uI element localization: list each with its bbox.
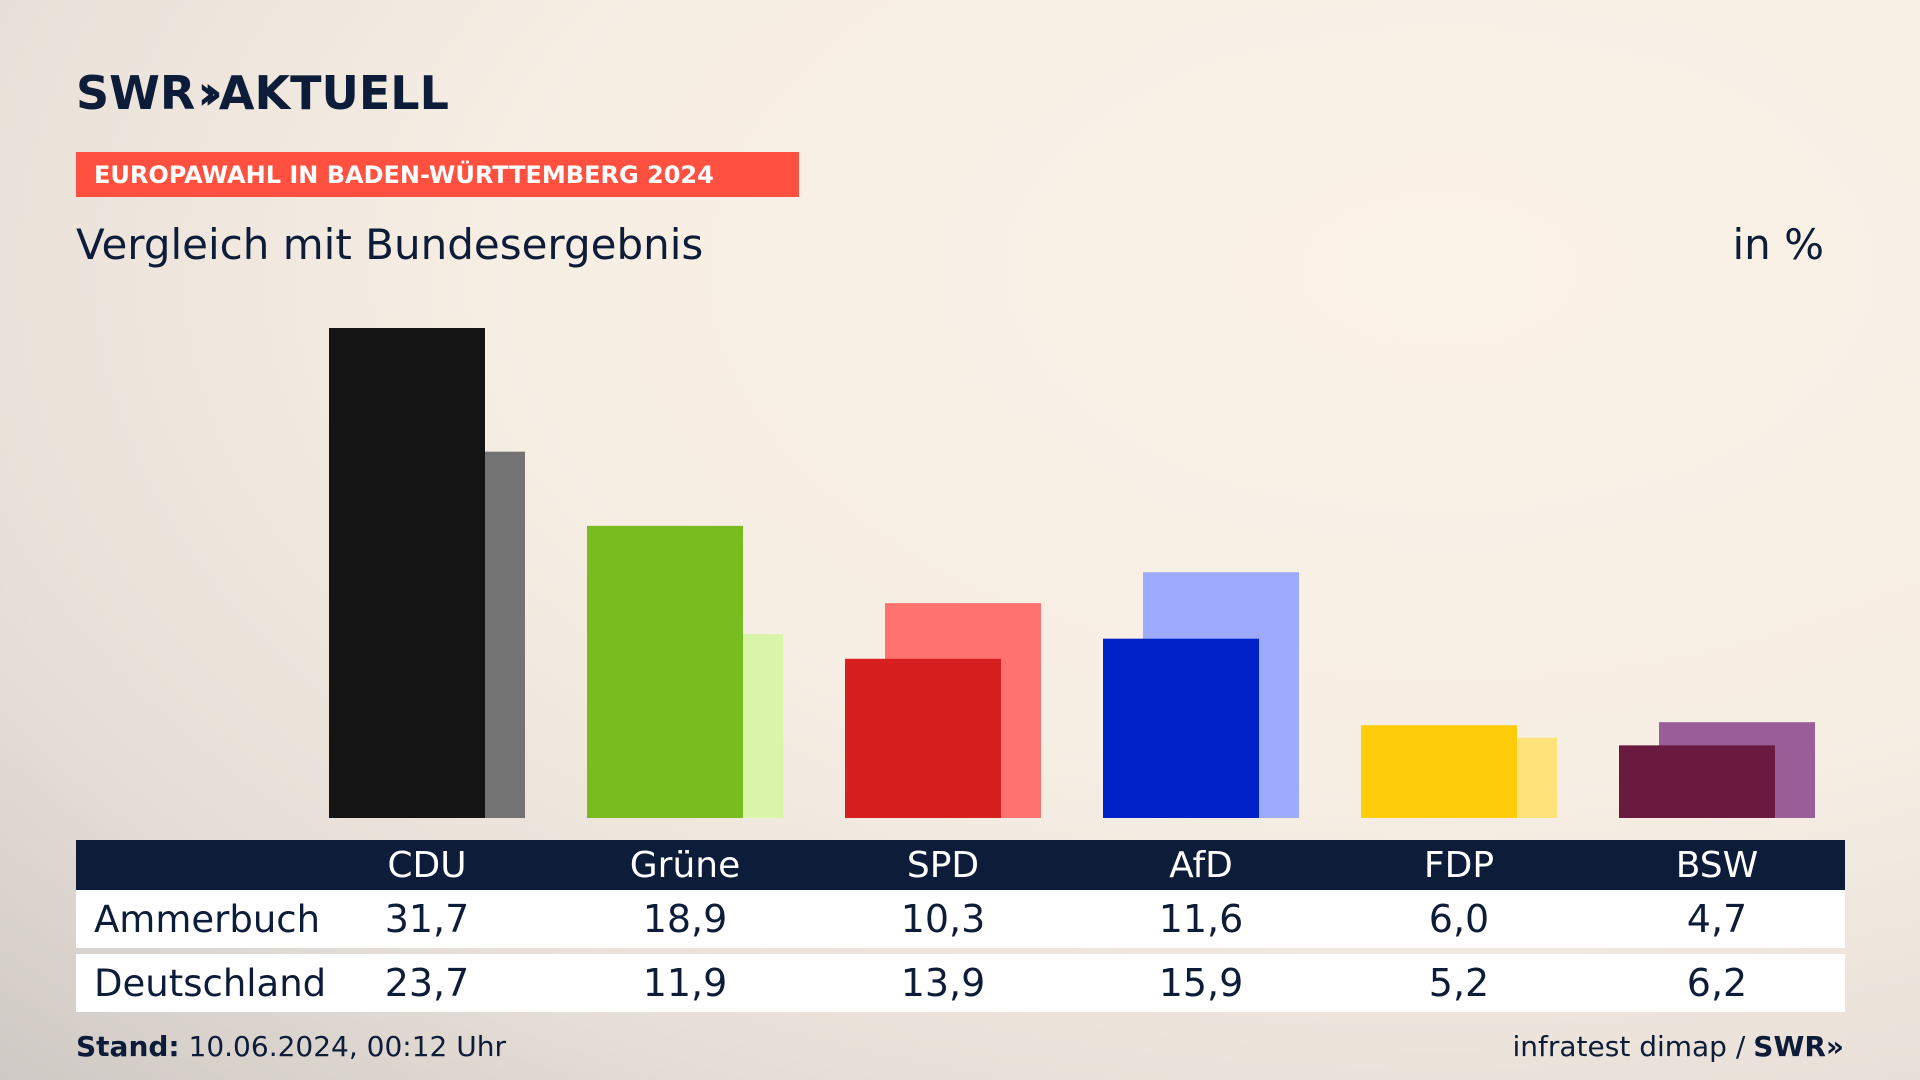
table-row-deutschland: Deutschland 23,7 11,9 13,9 15,9 5,2 6,2 <box>76 954 1845 1012</box>
logo-swr: SWR <box>76 66 196 120</box>
logo-aktuell: AKTUELL <box>218 66 449 120</box>
value-cell-deutschland-fdp: 5,2 <box>1428 961 1490 1005</box>
swr-aktuell-logo: SWR ›› AKTUELL <box>76 65 449 121</box>
stand-label: Stand: <box>76 1030 180 1063</box>
source-text: infratest dimap / <box>1512 1030 1746 1063</box>
row-label-deutschland: Deutschland <box>94 961 327 1005</box>
row-label-ammerbuch: Ammerbuch <box>94 897 321 941</box>
value-cell-ammerbuch-spd: 10,3 <box>900 897 986 941</box>
bar-ammerbuch-spd <box>845 658 1001 818</box>
value-cell-ammerbuch-cdu: 31,7 <box>384 897 470 941</box>
value-cell-ammerbuch-bsw: 4,7 <box>1686 897 1748 941</box>
bar-ammerbuch-bsw <box>1619 745 1775 818</box>
table-header-row: CDU Grüne SPD AfD FDP BSW <box>76 840 1845 890</box>
bar-ammerbuch-afd <box>1103 638 1259 818</box>
header-cell-grüne: Grüne <box>629 844 741 886</box>
header-cell-afd: AfD <box>1169 844 1233 886</box>
value-cell-ammerbuch-fdp: 6,0 <box>1428 897 1490 941</box>
chart-subtitle: Vergleich mit Bundesergebnis <box>76 220 704 269</box>
header-cell-cdu: CDU <box>387 844 467 886</box>
source-credit: infratest dimap / SWR» <box>1512 1030 1844 1063</box>
results-table: CDU Grüne SPD AfD FDP BSW Ammerbuch 31,7 18,9 1… <box>76 840 1845 1012</box>
bar-ammerbuch-cdu <box>329 328 485 818</box>
value-cell-deutschland-spd: 13,9 <box>900 961 986 1005</box>
topic-banner: EUROPAWAHL IN BADEN-WÜRTTEMBERG 2024 <box>76 152 799 197</box>
bar-ammerbuch-fdp <box>1361 725 1517 818</box>
bar-ammerbuch-grüne <box>587 525 743 818</box>
stand-value: 10.06.2024, 00:12 Uhr <box>188 1030 506 1063</box>
value-cell-deutschland-cdu: 23,7 <box>384 961 470 1005</box>
value-cell-deutschland-grüne: 11,9 <box>642 961 728 1005</box>
timestamp: Stand: 10.06.2024, 00:12 Uhr <box>76 1030 506 1063</box>
source-brand: SWR» <box>1753 1030 1844 1063</box>
unit-label: in % <box>1732 220 1824 269</box>
value-cell-deutschland-afd: 15,9 <box>1158 961 1244 1005</box>
header-cell-fdp: FDP <box>1423 844 1495 886</box>
table-row-ammerbuch: Ammerbuch 31,7 18,9 10,3 11,6 6,0 4,7 <box>76 890 1845 948</box>
header-cell-spd: SPD <box>906 844 980 886</box>
header-cell-bsw: BSW <box>1675 844 1759 886</box>
value-cell-ammerbuch-grüne: 18,9 <box>642 897 728 941</box>
value-cell-deutschland-bsw: 6,2 <box>1686 961 1748 1005</box>
value-cell-ammerbuch-afd: 11,6 <box>1158 897 1244 941</box>
